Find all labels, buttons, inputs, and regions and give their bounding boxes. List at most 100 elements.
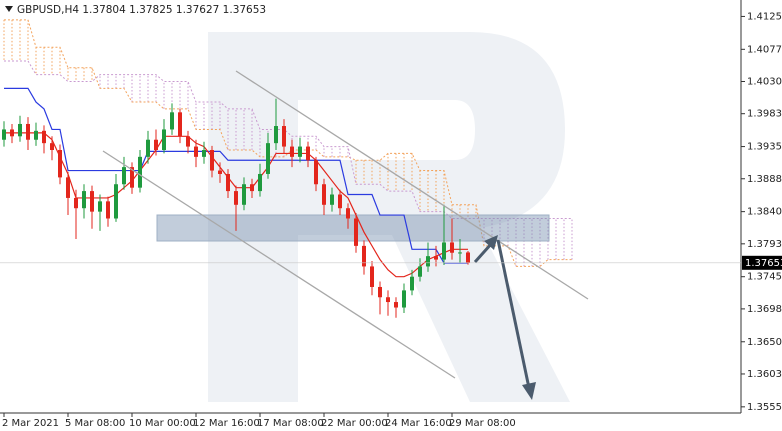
y-tick-label: 1.36030 (747, 369, 782, 380)
x-tick-label: 22 Mar 00:00 (321, 418, 388, 429)
candle-body (434, 256, 438, 260)
candle-body (242, 184, 246, 205)
candle-body (162, 129, 166, 150)
y-tick-label: 1.36500 (747, 337, 782, 348)
y-tick-label: 1.37450 (747, 272, 782, 283)
open: 1.37804 (82, 4, 126, 16)
candle-body (130, 167, 134, 188)
candle-body (114, 184, 118, 219)
arrow-head (522, 382, 536, 400)
candle-body (186, 136, 190, 147)
resistance-zone (156, 214, 550, 242)
candle-body (170, 112, 174, 130)
candle-body (442, 242, 446, 260)
x-tick-label: 12 Mar 16:00 (193, 418, 260, 429)
candles (2, 98, 470, 318)
forecast-arrows (473, 235, 536, 400)
candle-body (346, 208, 350, 219)
candle-body (282, 126, 286, 147)
candle-body (90, 191, 94, 212)
x-tick-label: 17 Mar 08:00 (257, 418, 324, 429)
candle-body (394, 302, 398, 308)
price-label-box (742, 255, 782, 270)
candle-body (202, 149, 206, 157)
candle-body (290, 146, 294, 157)
symbol: GBPUSD,H4 (17, 4, 79, 16)
candle-body (306, 146, 310, 161)
y-tick-label: 1.36980 (747, 304, 782, 315)
candle-body (338, 194, 342, 209)
indicator-line (4, 87, 468, 264)
candle-body (122, 167, 126, 185)
high: 1.37825 (129, 4, 172, 16)
candle-body (330, 194, 334, 205)
cloud-edge (4, 19, 572, 267)
y-tick-label: 1.39830 (747, 109, 782, 120)
channel-lower (102, 150, 456, 379)
candle-body (378, 286, 382, 298)
y-tick-label: 1.40770 (747, 44, 782, 55)
candle-body (66, 177, 70, 198)
candle-body (354, 218, 358, 246)
candle-body (74, 197, 78, 209)
axes: 1.41250 1.40770 1.40300 1.39830 1.39350 1.388… (0, 11, 782, 429)
y-tick-label: 1.39350 (747, 142, 782, 153)
arrow-down (496, 239, 531, 389)
candle-body (386, 297, 390, 303)
candle-body (370, 266, 374, 287)
arrow-up (473, 241, 494, 264)
chart-header: GBPUSD,H4 1.37804 1.37825 1.37627 1.3765… (17, 4, 266, 16)
candle-body (258, 173, 262, 192)
x-tick-label: 2 Mar 2021 (2, 418, 59, 429)
y-tick-label: 1.38400 (747, 207, 782, 218)
candle-body (210, 149, 214, 171)
watermark-bowl (298, 32, 570, 402)
candle-body (154, 139, 158, 150)
close: 1.37653 (223, 4, 266, 16)
candle-body (98, 201, 102, 212)
low: 1.37627 (176, 4, 219, 16)
candle-body (194, 146, 198, 157)
channel-upper (235, 70, 589, 300)
candle-body (218, 170, 222, 174)
candle-body (266, 143, 270, 174)
candle-body (34, 130, 38, 140)
candle-body (146, 139, 150, 157)
candle-body (402, 290, 406, 308)
candle-body (362, 245, 366, 267)
candle-body (50, 143, 54, 150)
candle-body (426, 256, 430, 267)
candle-body (322, 184, 326, 205)
candle-body (26, 123, 30, 140)
candle-body (2, 129, 6, 140)
candle-body (314, 160, 318, 185)
y-tick-label: 1.38880 (747, 174, 782, 185)
candle-body (10, 129, 14, 137)
candle-body (234, 191, 238, 205)
y-tick-label: 1.40300 (747, 77, 782, 88)
candle-body (450, 242, 454, 253)
candle-body (58, 149, 62, 178)
candle-body (298, 146, 302, 157)
candle-body (138, 156, 142, 188)
menu-triangle (5, 6, 13, 12)
x-tick-label: 5 Mar 08:00 (65, 418, 125, 429)
candle-body (106, 201, 110, 219)
candle-body (458, 252, 462, 254)
candle-body (178, 112, 182, 137)
candle-body (274, 126, 278, 144)
candle-body (250, 184, 254, 192)
candle-body (42, 130, 46, 144)
candle-body (466, 252, 470, 263)
y-tick-label: 1.41250 (747, 11, 782, 22)
y-tick-label: 1.37930 (747, 239, 782, 250)
arrow-head (484, 235, 498, 250)
y-tick-label: 1.35550 (747, 402, 782, 413)
candle-body (418, 266, 422, 277)
x-tick-label: 24 Mar 16:00 (385, 418, 452, 429)
candle-body (82, 191, 86, 209)
watermark (208, 32, 570, 402)
x-tick-label: 10 Mar 00:00 (129, 418, 196, 429)
price-label: 1.37653 (745, 258, 782, 269)
